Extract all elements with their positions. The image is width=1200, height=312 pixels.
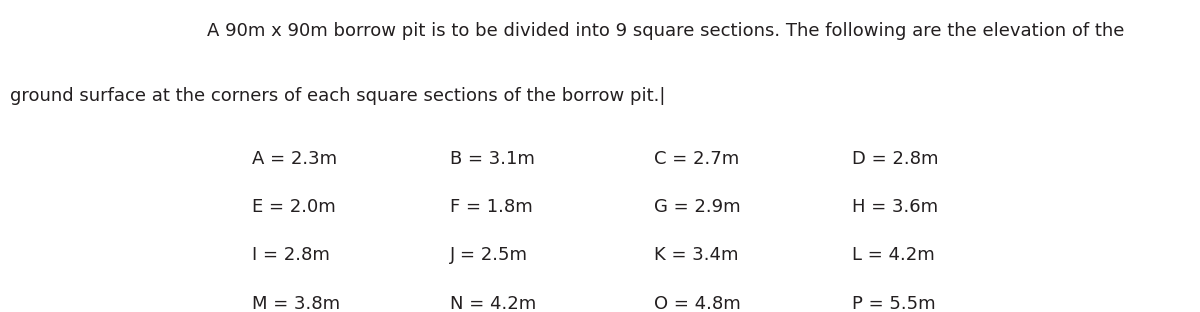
Text: I = 2.8m: I = 2.8m bbox=[252, 246, 330, 265]
Text: ground surface at the corners of each square sections of the borrow pit.|: ground surface at the corners of each sq… bbox=[10, 87, 665, 105]
Text: A = 2.3m: A = 2.3m bbox=[252, 150, 337, 168]
Text: F = 1.8m: F = 1.8m bbox=[450, 198, 533, 216]
Text: D = 2.8m: D = 2.8m bbox=[852, 150, 938, 168]
Text: M = 3.8m: M = 3.8m bbox=[252, 295, 340, 312]
Text: J = 2.5m: J = 2.5m bbox=[450, 246, 528, 265]
Text: B = 3.1m: B = 3.1m bbox=[450, 150, 535, 168]
Text: K = 3.4m: K = 3.4m bbox=[654, 246, 738, 265]
Text: P = 5.5m: P = 5.5m bbox=[852, 295, 936, 312]
Text: O = 4.8m: O = 4.8m bbox=[654, 295, 740, 312]
Text: G = 2.9m: G = 2.9m bbox=[654, 198, 740, 216]
Text: L = 4.2m: L = 4.2m bbox=[852, 246, 935, 265]
Text: N = 4.2m: N = 4.2m bbox=[450, 295, 536, 312]
Text: C = 2.7m: C = 2.7m bbox=[654, 150, 739, 168]
Text: E = 2.0m: E = 2.0m bbox=[252, 198, 336, 216]
Text: H = 3.6m: H = 3.6m bbox=[852, 198, 938, 216]
Text: A 90m x 90m borrow pit is to be divided into 9 square sections. The following ar: A 90m x 90m borrow pit is to be divided … bbox=[208, 22, 1124, 40]
